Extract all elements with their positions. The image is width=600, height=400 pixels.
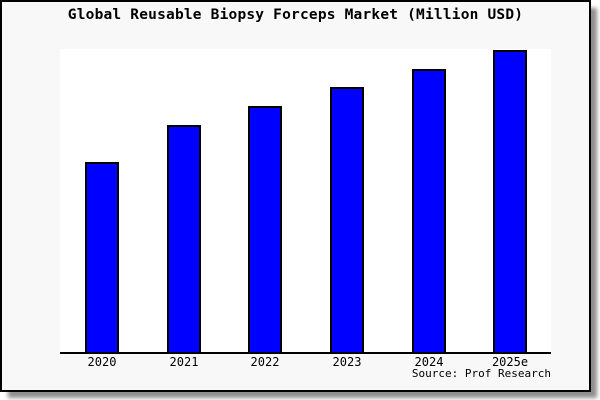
- bar-2020: [85, 162, 119, 352]
- x-tick-2022: 2022: [250, 355, 280, 369]
- x-tick-2020: 2020: [87, 355, 117, 369]
- bar-2023: [330, 87, 364, 352]
- x-tick-2024: 2024: [414, 355, 444, 369]
- x-tick-2025e: 2025e: [491, 355, 529, 369]
- plot-area: [60, 49, 551, 354]
- x-tick-2021: 2021: [169, 355, 199, 369]
- bar-2022: [248, 106, 282, 352]
- bar-2021: [167, 125, 201, 352]
- source-label: Source: Prof Research: [411, 367, 551, 380]
- bar-2025e: [493, 50, 527, 352]
- x-tick-2023: 2023: [332, 355, 362, 369]
- bar-2024: [412, 69, 446, 352]
- chart-frame: Global Reusable Biopsy Forceps Market (M…: [0, 0, 591, 392]
- chart-title: Global Reusable Biopsy Forceps Market (M…: [67, 7, 524, 23]
